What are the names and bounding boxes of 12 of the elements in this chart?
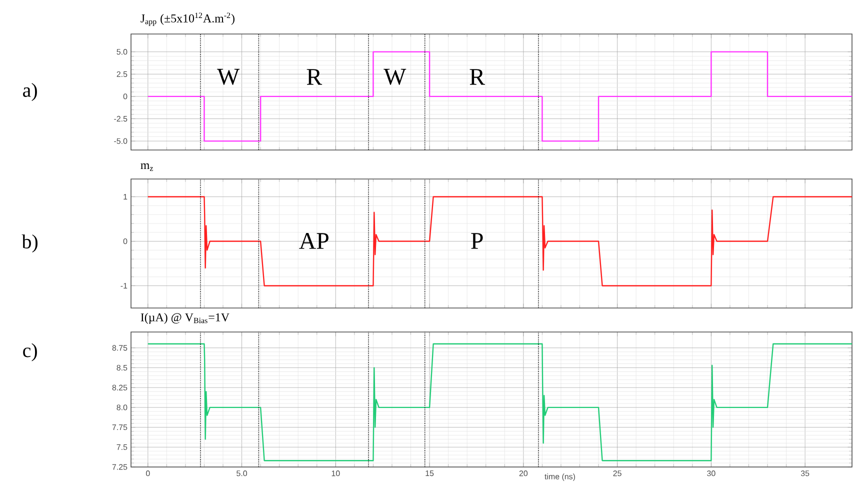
text: c): [23, 343, 37, 362]
annotation: W: [217, 68, 240, 85]
text: a): [23, 82, 37, 102]
annotation: P: [471, 233, 483, 249]
text: b): [22, 234, 38, 253]
annotation: W: [384, 68, 406, 85]
annotation: AP: [299, 233, 328, 249]
chart-title: m$_{z}$: [140, 163, 154, 171]
chart-title: J$_{app}$ (±5x10$^{12}$A.m$^{-2}$): [140, 12, 234, 26]
annotation: R: [306, 69, 322, 85]
annotation: R: [470, 69, 486, 85]
chart-title: I(µA) @ V$_{Bias}$=1V: [140, 312, 230, 324]
